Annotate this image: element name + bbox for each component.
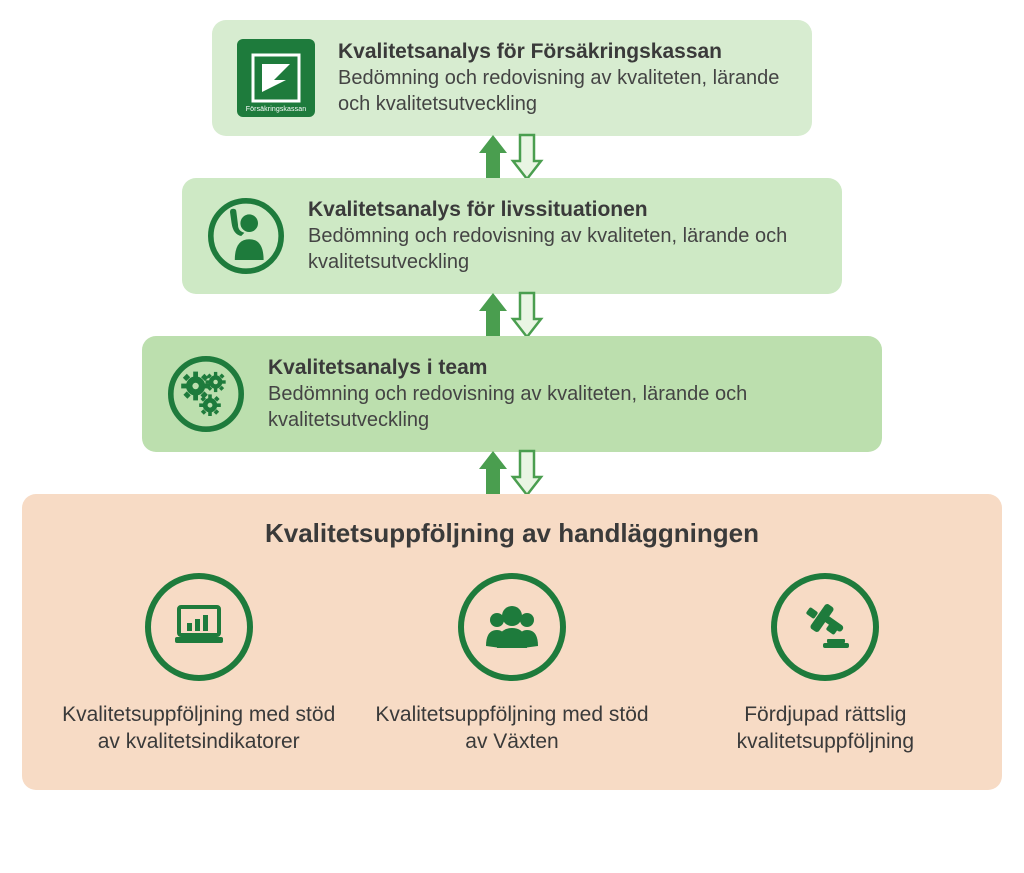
bottom-item-1: Kvalitetsuppföljning med stöd av kvalite… [52,573,345,756]
arrows-3-bottom [475,448,549,498]
bottom-item-3: Fördjupad rättslig kvalitetsuppföljning [679,573,972,756]
bottom-item-2: Kvalitetsuppföljning med stöd av Växten [365,573,658,756]
bottom-box: Kvalitetsuppföljning av handläggningen K… [22,494,1002,790]
arrows-2-3 [475,290,549,340]
level-3-title: Kvalitetsanalys i team [268,355,858,381]
fk-logo-icon: Försäkringskassan [236,38,316,118]
level-2: Kvalitetsanalys för livssituationen Bedö… [182,178,842,294]
level-2-desc: Bedömning och redovisning av kvaliteten,… [308,223,818,275]
gears-icon [166,354,246,434]
arrows-1-2 [475,132,549,182]
level-2-title: Kvalitetsanalys för livssituationen [308,197,818,223]
person-icon [206,196,286,276]
level-1-title: Kvalitetsanalys för Försäkringskassan [338,39,788,65]
bottom-item-1-label: Kvalitetsuppföljning med stöd av kvalite… [52,701,345,756]
gavel-icon [771,573,879,681]
bottom-title: Kvalitetsuppföljning av handläggningen [52,518,972,549]
level-3-desc: Bedömning och redovisning av kvaliteten,… [268,381,858,433]
laptop-chart-icon [145,573,253,681]
group-icon [458,573,566,681]
bottom-item-3-label: Fördjupad rättslig kvalitetsuppföljning [679,701,972,756]
level-3: Kvalitetsanalys i team Bedömning och red… [142,336,882,452]
bottom-item-2-label: Kvalitetsuppföljning med stöd av Växten [365,701,658,756]
level-1: Försäkringskassan Kvalitetsanalys för Fö… [212,20,812,136]
level-1-desc: Bedömning och redovisning av kvaliteten,… [338,65,788,117]
